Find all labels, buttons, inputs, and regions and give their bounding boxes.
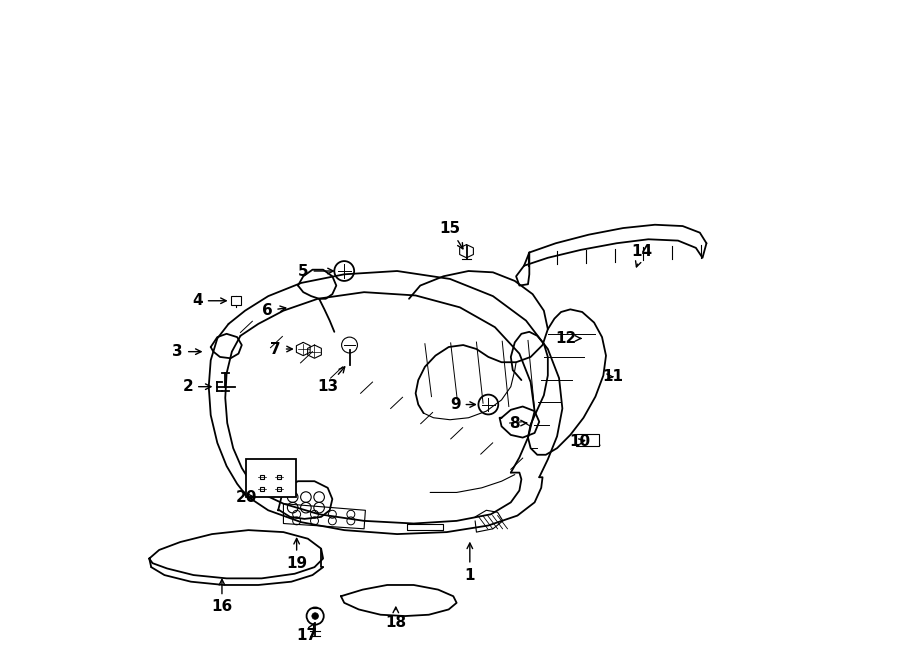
Text: 16: 16: [212, 580, 232, 614]
Text: 3: 3: [173, 344, 201, 359]
Text: 12: 12: [556, 331, 581, 346]
Text: 18: 18: [385, 607, 407, 630]
Text: 2: 2: [183, 379, 211, 394]
Text: 10: 10: [569, 434, 590, 449]
Text: 20: 20: [236, 490, 257, 504]
Bar: [247, 459, 296, 497]
Text: 15: 15: [439, 221, 463, 249]
Text: 6: 6: [262, 303, 286, 318]
Text: 13: 13: [317, 367, 345, 394]
Bar: [230, 296, 241, 305]
Text: 9: 9: [450, 397, 475, 412]
Text: 5: 5: [298, 264, 333, 278]
Circle shape: [312, 613, 319, 619]
Text: 14: 14: [631, 244, 652, 267]
Text: 8: 8: [509, 416, 526, 430]
Text: 11: 11: [602, 369, 623, 384]
Text: 19: 19: [286, 539, 307, 570]
Text: 4: 4: [193, 293, 226, 308]
Text: 7: 7: [270, 342, 292, 356]
Text: 17: 17: [297, 623, 318, 643]
Bar: [576, 434, 598, 446]
Text: 1: 1: [464, 543, 475, 582]
